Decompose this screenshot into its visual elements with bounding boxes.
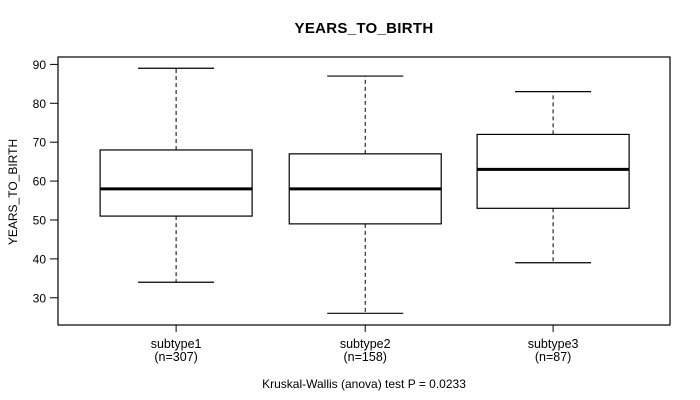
iqr-box	[99, 149, 253, 217]
x-axis-group-label: subtype1	[151, 337, 202, 351]
stat-test-annotation: Kruskal-Wallis (anova) test P = 0.0233	[262, 377, 466, 391]
x-axis-group-count: (n=158)	[344, 350, 387, 364]
x-axis-group-label: subtype3	[528, 337, 579, 351]
x-axis-group-count: (n=307)	[154, 350, 197, 364]
x-axis-group-label: subtype2	[340, 337, 391, 351]
y-axis-tick-label: 80	[33, 97, 47, 111]
y-axis-tick-label: 90	[33, 58, 47, 72]
plot-frame	[57, 56, 671, 326]
y-axis-tick-label: 70	[33, 136, 47, 150]
y-axis-tick-label: 50	[33, 213, 47, 227]
x-axis-group-count: (n=87)	[535, 350, 571, 364]
chart-title: YEARS_TO_BIRTH	[294, 20, 434, 37]
y-axis-tick-label: 30	[33, 291, 47, 305]
y-axis-tick-label: 60	[33, 175, 47, 189]
iqr-box	[476, 133, 630, 209]
y-axis-tick-label: 40	[33, 252, 47, 266]
